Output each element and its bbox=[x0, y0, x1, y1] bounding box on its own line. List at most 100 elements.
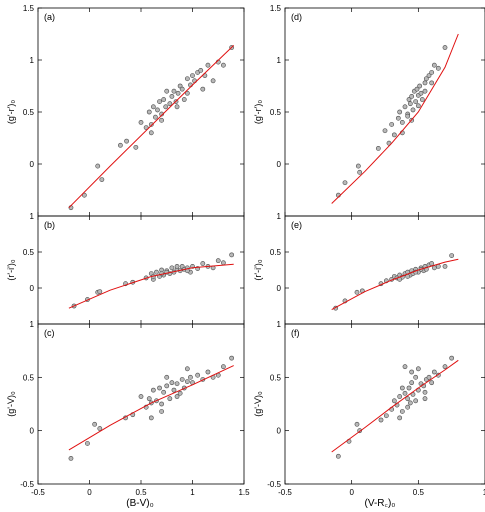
y-tick-label: -0.5 bbox=[267, 480, 281, 489]
data-point bbox=[200, 86, 206, 92]
data-point bbox=[184, 90, 190, 96]
data-point bbox=[195, 372, 201, 378]
data-point bbox=[407, 400, 413, 406]
data-point bbox=[210, 78, 216, 84]
data-point bbox=[389, 122, 395, 127]
panel-frame bbox=[37, 7, 245, 217]
panel-label: (e) bbox=[291, 220, 302, 230]
data-point bbox=[146, 109, 152, 115]
data-point bbox=[154, 269, 159, 275]
data-point bbox=[375, 145, 381, 151]
y-axis-label: (g'-r')₀ bbox=[253, 100, 263, 124]
data-point bbox=[215, 258, 221, 264]
data-point bbox=[153, 114, 158, 120]
data-point bbox=[422, 88, 428, 94]
x-tick-label: 1 bbox=[483, 488, 485, 497]
y-tick-label: 1 bbox=[277, 56, 282, 65]
data-point bbox=[354, 289, 360, 295]
data-point bbox=[200, 261, 206, 266]
data-point bbox=[342, 180, 348, 186]
data-point bbox=[148, 130, 154, 136]
data-point bbox=[355, 163, 361, 169]
x-tick-label: -0.5 bbox=[31, 488, 45, 497]
data-point bbox=[397, 415, 403, 421]
data-point bbox=[405, 396, 411, 402]
fit-line bbox=[68, 263, 234, 309]
data-point bbox=[184, 76, 190, 82]
data-point bbox=[159, 117, 164, 123]
panel-label: (f) bbox=[291, 328, 300, 338]
data-point bbox=[409, 380, 415, 386]
data-point bbox=[417, 83, 423, 89]
data-point bbox=[418, 90, 424, 96]
panel-frame bbox=[284, 323, 485, 485]
data-point bbox=[155, 107, 160, 113]
data-point bbox=[205, 369, 211, 375]
data-point bbox=[174, 104, 180, 110]
data-point bbox=[422, 389, 428, 395]
data-point bbox=[220, 364, 226, 370]
data-point bbox=[220, 260, 226, 266]
data-point bbox=[395, 115, 401, 121]
data-point bbox=[169, 94, 175, 99]
x-tick-label: 1 bbox=[190, 488, 195, 497]
data-point bbox=[138, 120, 144, 125]
y-tick-label: 0.5 bbox=[23, 373, 35, 382]
data-point bbox=[138, 394, 144, 399]
y-tick-label: 0.5 bbox=[270, 108, 282, 117]
y-tick-label: 0 bbox=[277, 427, 282, 436]
data-point bbox=[169, 265, 175, 271]
data-point bbox=[391, 398, 397, 404]
labels: (B-V)₀ (V-R꜀)₀ 0 0.5 1 1.5 (a) (g'-r')₀ 0 0.5 1 (… bbox=[6, 4, 485, 509]
y-tick-label: 1 bbox=[277, 212, 282, 221]
data-point bbox=[148, 122, 154, 127]
data-point bbox=[184, 366, 190, 372]
y-tick-label: -0.5 bbox=[20, 480, 34, 489]
x-tick-label: 0.5 bbox=[413, 488, 425, 497]
data-point bbox=[179, 377, 185, 382]
data-point bbox=[171, 387, 177, 393]
data-point bbox=[97, 426, 103, 431]
data-point bbox=[164, 383, 170, 389]
panel-frame bbox=[284, 215, 485, 325]
panel-label: (c) bbox=[44, 328, 55, 338]
data-point bbox=[335, 453, 341, 459]
data-point bbox=[426, 374, 432, 380]
data-point bbox=[431, 62, 437, 68]
data-point bbox=[429, 80, 435, 86]
data-point bbox=[81, 192, 87, 198]
data-point bbox=[171, 88, 177, 94]
y-tick-label: 0 bbox=[277, 160, 282, 169]
data-point bbox=[399, 409, 405, 414]
data-point bbox=[435, 65, 441, 71]
y-tick-label: 1.5 bbox=[23, 4, 35, 13]
y-tick-label: 0 bbox=[30, 160, 35, 169]
data-point bbox=[174, 394, 180, 399]
data-point bbox=[198, 68, 204, 73]
data-point bbox=[164, 374, 170, 380]
data-point bbox=[402, 104, 408, 110]
fit-line bbox=[331, 359, 459, 453]
data-point bbox=[190, 73, 195, 78]
data-point bbox=[409, 369, 415, 375]
data-point bbox=[423, 76, 429, 82]
data-point bbox=[357, 169, 363, 175]
data-point bbox=[174, 263, 180, 269]
data-point bbox=[429, 261, 435, 266]
data-point bbox=[422, 80, 428, 86]
data-point bbox=[157, 385, 162, 391]
x-tick-label: 1.5 bbox=[238, 488, 250, 497]
data-point bbox=[161, 97, 167, 102]
data-point bbox=[181, 97, 187, 102]
data-point bbox=[413, 374, 419, 380]
data-point bbox=[429, 70, 435, 75]
y-tick-label: 0 bbox=[30, 284, 35, 293]
data-point bbox=[413, 398, 419, 404]
data-point bbox=[159, 111, 164, 117]
data-point bbox=[405, 404, 411, 410]
data-point bbox=[429, 380, 435, 386]
data-point bbox=[382, 128, 388, 134]
data-point bbox=[415, 103, 421, 109]
data-point bbox=[383, 413, 389, 419]
data-point bbox=[229, 252, 235, 258]
